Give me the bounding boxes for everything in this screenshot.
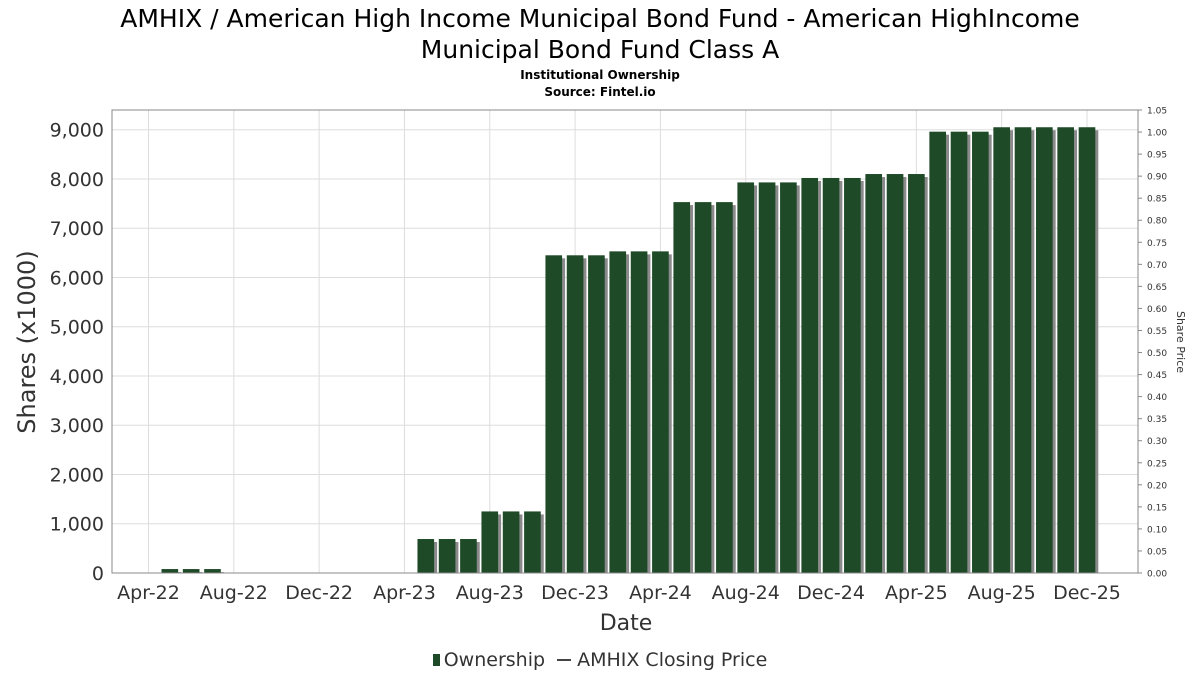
y2-tick-label: 0.80 — [1147, 217, 1167, 227]
bar — [993, 127, 1011, 573]
bar — [417, 539, 435, 573]
chart-source: Source: Fintel.io — [544, 85, 656, 99]
bar — [780, 182, 797, 573]
y2-tick-label: 0.25 — [1147, 459, 1167, 469]
x-tick-label: Apr-23 — [373, 582, 436, 604]
y-tick-label: 8,000 — [50, 169, 104, 191]
x-tick-label: Dec-24 — [797, 582, 865, 604]
y2-tick-label: 0.40 — [1147, 393, 1167, 403]
y2-tick-label: 0.90 — [1147, 173, 1167, 183]
x-tick-label: Aug-22 — [200, 582, 268, 604]
bar — [886, 174, 904, 573]
y-tick-label: 1,000 — [50, 514, 104, 536]
y-tick-label: 2,000 — [50, 464, 104, 486]
bar — [929, 131, 947, 573]
y-tick-label: 3,000 — [50, 415, 104, 437]
legend-ownership[interactable]: Ownership — [432, 648, 546, 671]
bar — [673, 202, 691, 573]
bar — [694, 202, 712, 573]
y2-tick-label: 0.85 — [1147, 195, 1167, 205]
bar — [758, 182, 776, 573]
x-tick-label: Dec-23 — [541, 582, 609, 604]
y2-axis-label: Share Price — [1174, 311, 1187, 373]
y-axis-label: Shares (x1000) — [13, 250, 41, 433]
y-tick-label: 0 — [92, 563, 104, 585]
ownership-chart: 0 1,000 2,000 3,000 4,000 5,000 6,000 7,000 8,00… — [13, 107, 1187, 637]
bar — [972, 131, 989, 573]
x-tick-label: Dec-25 — [1053, 582, 1121, 604]
y2-tick-label: 0.15 — [1147, 503, 1167, 513]
x-tick-label: Dec-22 — [285, 582, 353, 604]
y2-tick-label: 0.95 — [1147, 151, 1167, 161]
plot-frame — [111, 109, 1139, 574]
bar — [609, 251, 627, 573]
bar — [438, 539, 456, 573]
chart-title-line-2: Municipal Bond Fund Class A — [420, 35, 780, 64]
y-tick-label: 7,000 — [50, 218, 104, 240]
legend-price-swatch — [557, 659, 572, 661]
y2-tick-label: 0.45 — [1147, 371, 1167, 381]
x-axis-label: Date — [600, 611, 653, 636]
bar — [524, 511, 541, 573]
bar — [545, 255, 563, 573]
y2-tick-label: 1.00 — [1147, 129, 1167, 139]
bar — [844, 177, 861, 573]
bar — [950, 131, 968, 573]
bar — [204, 569, 221, 573]
bar — [481, 511, 499, 573]
x-tick-label: Aug-23 — [456, 582, 524, 604]
bar — [182, 569, 200, 573]
bar — [801, 177, 819, 573]
y-tick-label: 4,000 — [50, 366, 104, 388]
y2-tick-label: 0.70 — [1147, 261, 1167, 271]
bar — [1057, 127, 1074, 573]
y2-tick-label: 0.55 — [1147, 327, 1167, 337]
y-tick-label: 9,000 — [50, 120, 104, 142]
y2-tick-label: 0.20 — [1147, 481, 1167, 491]
chart-subtitle: Institutional Ownership — [520, 68, 680, 82]
bar — [716, 202, 733, 573]
legend-ownership-label: Ownership — [443, 648, 546, 671]
bar — [588, 255, 605, 573]
bar — [822, 177, 840, 573]
bar — [865, 174, 883, 573]
y2-tick-label: 0.10 — [1147, 525, 1167, 535]
bar — [1036, 127, 1053, 573]
y2-tick-label: 0.00 — [1147, 570, 1167, 580]
chart-title-line-1: AMHIX / American High Income Municipal B… — [120, 4, 1080, 33]
x-tick-label: Apr-25 — [885, 582, 948, 604]
bar — [566, 255, 584, 573]
x-tick-label: Aug-25 — [968, 582, 1036, 604]
bar — [652, 251, 669, 573]
bar — [161, 569, 179, 573]
bar — [1078, 127, 1096, 573]
bar — [502, 511, 520, 573]
y2-tick-label: 0.50 — [1147, 349, 1167, 359]
chart-title: AMHIX / American High Income Municipal B… — [0, 3, 1200, 65]
y-tick-label: 5,000 — [50, 317, 104, 339]
chart-legend: Ownership AMHIX Closing Price — [0, 648, 1200, 671]
bar — [630, 251, 648, 573]
legend-price[interactable]: AMHIX Closing Price — [551, 649, 767, 671]
y2-tick-label: 0.60 — [1147, 305, 1167, 315]
legend-ownership-swatch — [432, 654, 440, 666]
y2-tick-label: 0.05 — [1147, 547, 1167, 557]
y2-tick-label: 0.65 — [1147, 283, 1167, 293]
legend-price-label: AMHIX Closing Price — [577, 648, 768, 671]
bar — [908, 174, 925, 573]
y2-tick-label: 0.30 — [1147, 437, 1167, 447]
y2-tick-label: 1.05 — [1147, 107, 1167, 117]
x-tick-label: Apr-22 — [117, 582, 180, 604]
x-tick-label: Aug-24 — [712, 582, 780, 604]
bar — [460, 539, 477, 573]
y2-tick-label: 0.35 — [1147, 415, 1167, 425]
y2-tick-label: 0.75 — [1147, 239, 1167, 249]
bar — [1014, 127, 1032, 573]
x-tick-label: Apr-24 — [629, 582, 692, 604]
bar — [737, 182, 755, 573]
y-tick-label: 6,000 — [50, 267, 104, 289]
